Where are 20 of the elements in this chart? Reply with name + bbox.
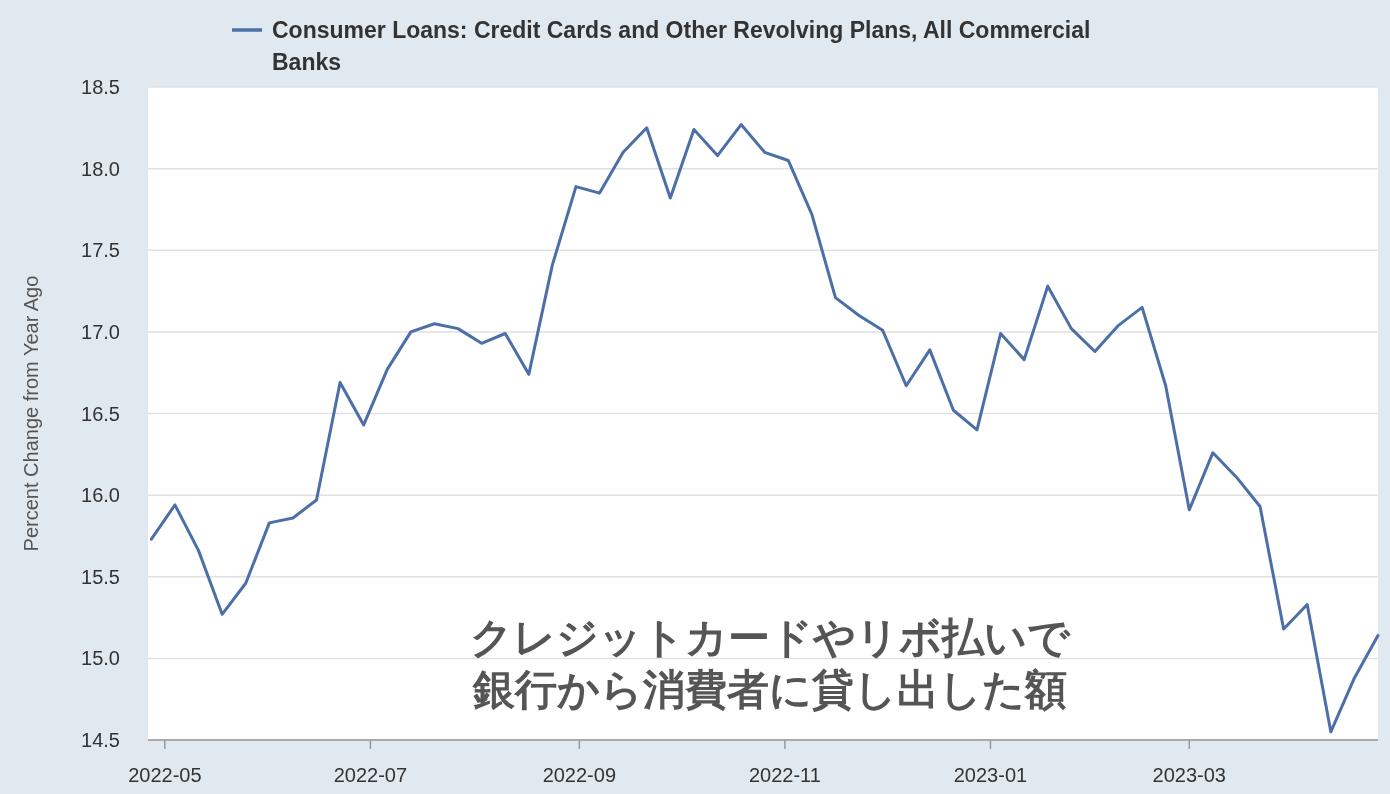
y-tick-label: 17.0 bbox=[81, 320, 120, 343]
y-tick-label: 18.5 bbox=[81, 76, 120, 98]
annotation: クレジットカードやリボ払いで bbox=[470, 614, 1071, 661]
legend-label: Consumer Loans: Credit Cards and Other Revolving Plans, All Commercial Banks bbox=[272, 17, 1091, 75]
y-axis-title: Percent Change from Year Ago bbox=[20, 275, 42, 552]
x-tick-label: 2022-09 bbox=[542, 764, 617, 786]
y-tick-label: 16.0 bbox=[81, 484, 120, 507]
x-tick-label: 2022-11 bbox=[748, 764, 821, 786]
y-tick-label: 15.5 bbox=[81, 565, 120, 588]
y-tick-label: 14.5 bbox=[81, 729, 120, 751]
x-tick-label: 2022-07 bbox=[333, 764, 408, 786]
y-tick-label: 17.5 bbox=[81, 239, 120, 262]
line-series bbox=[149, 123, 1380, 734]
annotation: 銀行から消費者に貸し出した額 bbox=[472, 666, 1067, 713]
x-tick-label: 2023-01 bbox=[953, 764, 1028, 786]
x-tick-label: 2023-03 bbox=[1152, 764, 1226, 786]
x-tick-label: 2022-05 bbox=[128, 764, 202, 786]
y-tick-label: 15.0 bbox=[81, 647, 120, 670]
y-tick-label: 18.0 bbox=[81, 157, 120, 180]
y-tick-label: 16.5 bbox=[81, 402, 120, 425]
